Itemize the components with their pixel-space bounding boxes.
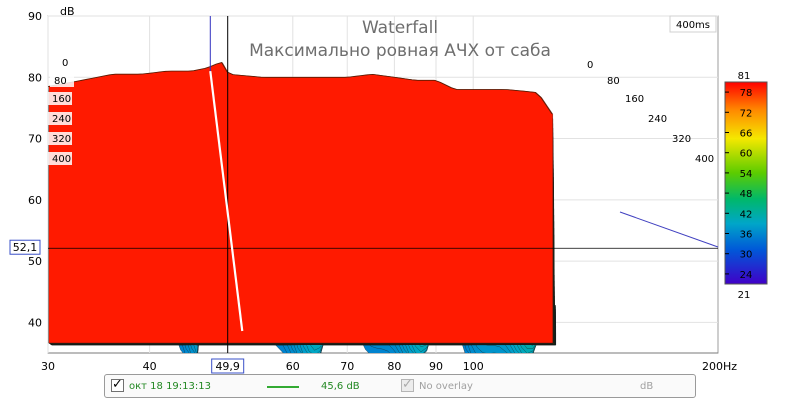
axis-ticks: 30 40 60 70 80 90 100 40 50 60 70 80 90 [28, 10, 484, 373]
time-tick-left: 0 [62, 58, 68, 69]
cursor-y-label: 52,1 [13, 241, 38, 254]
time-ticks: 0 80 160 240 320 400 0 80 160 240 320 400 [48, 56, 714, 165]
time-tick-bg [48, 152, 72, 165]
time-window-box [669, 15, 717, 33]
y-tick-label: 70 [28, 133, 42, 146]
colorbar-min-label: 21 [738, 290, 751, 301]
time-tick-bg [58, 56, 82, 69]
colorbar-tick-label: 24 [740, 270, 753, 281]
y-tick-label: 60 [28, 194, 42, 207]
colorbar-tick-label: 72 [740, 108, 753, 119]
colorbar-tick-label: 66 [740, 129, 753, 140]
time-tick-right: 320 [672, 134, 691, 145]
depth-guide-line [619, 211, 719, 248]
y-tick-label: 80 [28, 71, 42, 84]
time-tick-right: 240 [648, 114, 667, 125]
measurement-value: 45,6 dB [321, 381, 360, 392]
colorbar-max-label: 81 [738, 71, 751, 82]
x-tick-label: 80 [387, 360, 401, 373]
colorbar-tick-label: 78 [740, 88, 753, 99]
colorbar-tick-label: 36 [740, 230, 753, 241]
x-tick-label: 40 [143, 360, 157, 373]
time-tick-right: 400 [695, 154, 714, 165]
x-tick-label: 90 [429, 360, 443, 373]
x-tick-label: 70 [340, 360, 354, 373]
chart-title: Waterfall [362, 18, 438, 38]
colorbar-tick-label: 54 [740, 169, 753, 180]
time-tick-bg [50, 74, 74, 87]
y-tick-label: 90 [28, 10, 42, 23]
cursor-x-label: 49,9 [215, 360, 240, 373]
x-tick-label: 30 [41, 360, 55, 373]
time-tick-bg [48, 92, 72, 105]
ridge-highlight [209, 71, 244, 332]
colorbar-tick-label: 30 [740, 250, 753, 261]
waterfall-slice [48, 62, 554, 344]
legend-bar: окт 18 19:13:13 45,6 dB No overlay dB [104, 374, 696, 398]
time-tick-left: 400 [52, 154, 71, 165]
time-tick-bg [48, 132, 72, 145]
time-tick-right: 0 [587, 60, 593, 71]
time-tick-left: 160 [52, 94, 71, 105]
time-tick-right: 80 [607, 76, 620, 87]
y-unit-label: dB [60, 5, 75, 18]
chart-subtitle: Максимально ровная АЧХ от саба [249, 41, 551, 61]
measurement-checkbox[interactable] [111, 377, 124, 393]
y-tick-label: 40 [28, 316, 42, 329]
overlay-checkbox[interactable] [401, 377, 414, 393]
overlay-unit-label: dB [640, 381, 654, 392]
series-line-swatch [267, 386, 299, 388]
time-window-label: 400ms [676, 20, 710, 31]
colorbar-tick-label: 48 [740, 189, 753, 200]
time-tick-right: 160 [625, 94, 644, 105]
cursors: 49,9 52,1 [9, 16, 719, 374]
overlay-label: No overlay [419, 381, 473, 392]
measurement-label: окт 18 19:13:13 [129, 381, 211, 392]
front-slice-line [48, 62, 553, 115]
x-unit-label: 200Hz [702, 360, 737, 373]
x-tick-label: 60 [286, 360, 300, 373]
time-tick-left: 320 [52, 134, 71, 145]
colorbar-tick-label: 42 [740, 209, 753, 220]
time-tick-left: 80 [54, 76, 67, 87]
colorbar-gradient [724, 81, 768, 285]
cursor-y-box [9, 239, 41, 255]
time-tick-bg [48, 112, 72, 125]
y-tick-label: 50 [28, 255, 42, 268]
cursor-x-box [211, 358, 245, 374]
waterfall-surface [48, 62, 557, 353]
colorbar: 81 21 78 72 66 60 54 48 42 36 30 24 [724, 71, 768, 301]
colorbar-tick-label: 60 [740, 149, 753, 160]
time-tick-left: 240 [52, 114, 71, 125]
x-tick-label: 100 [463, 360, 484, 373]
